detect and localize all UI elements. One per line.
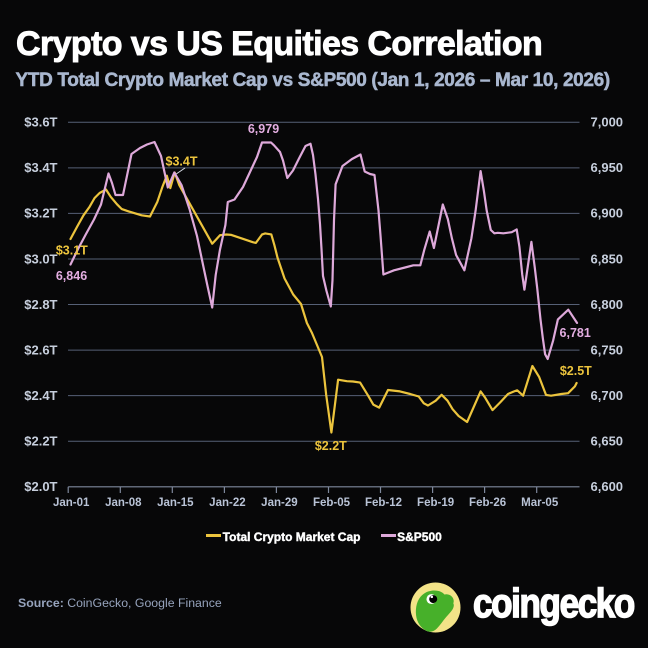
svg-text:Mar-05: Mar-05 <box>521 497 559 509</box>
svg-text:Feb-26: Feb-26 <box>469 497 506 509</box>
svg-text:$3.0T: $3.0T <box>24 251 57 266</box>
svg-text:6,900: 6,900 <box>591 206 624 221</box>
svg-text:$2.6T: $2.6T <box>24 342 57 357</box>
svg-text:$3.4T: $3.4T <box>24 160 57 175</box>
svg-text:Feb-05: Feb-05 <box>313 497 351 509</box>
svg-text:Jan-29: Jan-29 <box>261 497 297 509</box>
svg-text:Jan-08: Jan-08 <box>105 497 142 509</box>
svg-text:Jan-22: Jan-22 <box>209 497 245 509</box>
svg-text:$2.4T: $2.4T <box>24 388 57 403</box>
svg-text:6,979: 6,979 <box>248 122 279 136</box>
svg-text:Jan-15: Jan-15 <box>157 497 194 509</box>
svg-text:Feb-19: Feb-19 <box>417 497 454 509</box>
svg-text:$3.2T: $3.2T <box>24 206 57 221</box>
svg-text:6,781: 6,781 <box>560 326 591 340</box>
svg-text:$2.2T: $2.2T <box>24 434 57 449</box>
svg-text:6,700: 6,700 <box>591 388 624 403</box>
svg-text:6,600: 6,600 <box>591 479 624 494</box>
svg-text:$3.6T: $3.6T <box>24 115 57 130</box>
svg-text:$2.0T: $2.0T <box>24 479 57 494</box>
svg-text:6,846: 6,846 <box>56 269 87 283</box>
svg-text:$3.1T: $3.1T <box>56 244 88 258</box>
svg-text:$2.2T: $2.2T <box>315 439 347 453</box>
svg-text:$2.5T: $2.5T <box>560 364 592 378</box>
svg-text:$2.8T: $2.8T <box>24 297 57 312</box>
svg-text:Feb-12: Feb-12 <box>365 497 402 509</box>
svg-text:$3.4T: $3.4T <box>166 154 198 168</box>
svg-text:6,800: 6,800 <box>591 297 624 312</box>
svg-text:7,000: 7,000 <box>591 115 624 130</box>
svg-text:Jan-01: Jan-01 <box>53 497 90 509</box>
svg-text:6,950: 6,950 <box>591 160 624 175</box>
svg-text:6,650: 6,650 <box>591 434 624 449</box>
svg-text:6,850: 6,850 <box>591 251 624 266</box>
svg-text:6,750: 6,750 <box>591 342 624 357</box>
